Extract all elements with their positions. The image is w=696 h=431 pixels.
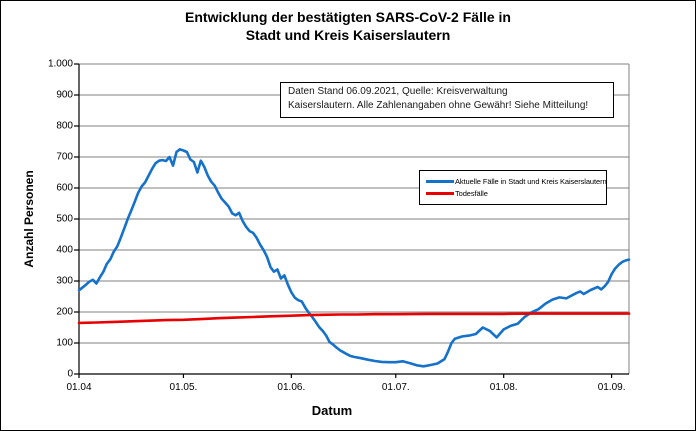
legend: Aktuelle Fälle in Stadt und Kreis Kaiser… (419, 170, 607, 205)
x-axis-title: Datum (311, 403, 353, 418)
y-tick-label: 400 (56, 244, 73, 256)
y-tick-label: 1.000 (47, 58, 73, 70)
y-tick-label: 100 (56, 337, 73, 349)
legend-label: Todesfälle (455, 189, 488, 198)
x-tick-label: 01.05. (169, 382, 198, 393)
y-tick-label: 0 (67, 368, 73, 380)
y-tick-label: 500 (56, 213, 73, 225)
legend-item: Todesfälle (420, 188, 606, 200)
y-tick-label: 700 (56, 151, 73, 163)
annotation-line2: Kaiserslautern. Alle Zahlenangaben ohne … (288, 100, 589, 111)
legend-line-swatch (426, 180, 454, 183)
series-line-deaths (77, 312, 631, 325)
chart-title-line1: Entwicklung der bestätigten SARS-CoV-2 F… (185, 9, 511, 25)
legend-label: Aktuelle Fälle in Stadt und Kreis Kaiser… (455, 177, 607, 186)
series-line-cases (77, 148, 631, 368)
annotation-box: Daten Stand 06.09.2021, Quelle: Kreisver… (280, 82, 614, 118)
y-tick-label: 900 (56, 89, 73, 101)
chart-title: Entwicklung der bestätigten SARS-CoV-2 F… (1, 9, 695, 44)
x-tick-label: 01.08. (489, 382, 518, 393)
chart-title-line2: Stadt und Kreis Kaiserslautern (245, 26, 451, 43)
y-tick-label: 600 (56, 182, 73, 194)
x-tick-label: 01.06. (277, 382, 306, 393)
y-tick-label: 800 (56, 120, 73, 132)
y-axis-title: Anzahl Personen (22, 170, 36, 268)
annotation-line1: Daten Stand 06.09.2021, Quelle: Kreisver… (288, 86, 508, 97)
y-tick-label: 300 (56, 275, 73, 287)
legend-rows: Aktuelle Fälle in Stadt und Kreis Kaiser… (420, 176, 607, 200)
legend-line-swatch (426, 192, 454, 195)
y-tick-label: 200 (56, 306, 73, 318)
x-tick-label: 01.09. (597, 382, 626, 393)
x-tick-label: 01.04 (66, 382, 92, 393)
x-tick-label: 01.07. (381, 382, 410, 393)
legend-item: Aktuelle Fälle in Stadt und Kreis Kaiser… (420, 176, 607, 188)
